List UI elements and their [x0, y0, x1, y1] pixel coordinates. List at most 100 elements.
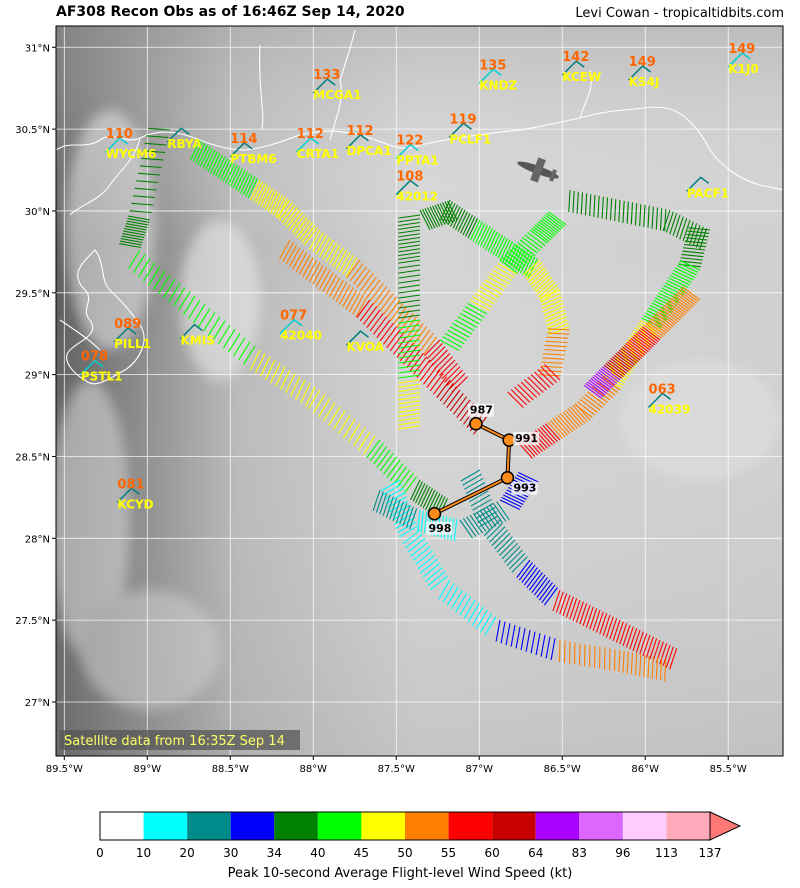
station-wind-barb: [296, 137, 320, 153]
wind-barb: [382, 483, 402, 496]
wind-barb: [398, 349, 421, 354]
wind-barb: [592, 609, 601, 632]
wind-barb: [308, 262, 321, 283]
wind-barb: [667, 301, 686, 316]
wind-barb: [398, 264, 421, 269]
station-id: KVOA: [346, 340, 384, 354]
wind-barb: [652, 316, 671, 331]
wind-barb: [671, 272, 692, 283]
wind-barb: [446, 369, 463, 386]
wind-barb: [136, 180, 159, 184]
wind-barb: [419, 333, 434, 352]
wind-barb: [452, 322, 473, 335]
colorbar-tick: 10: [135, 846, 152, 860]
wind-barb: [357, 431, 371, 451]
wind-barb: [345, 289, 358, 310]
wind-barb: [640, 328, 659, 343]
wind-barb: [363, 276, 378, 295]
wind-barb: [589, 194, 592, 217]
wind-barb: [605, 363, 624, 378]
wind-barb: [450, 206, 461, 227]
wind-barb: [502, 241, 513, 262]
wind-barb: [338, 284, 351, 305]
wind-barb: [459, 519, 473, 539]
pressure-track: 987 991 993 998: [426, 403, 540, 535]
wind-barb: [492, 503, 507, 522]
wind-barb: [639, 654, 642, 677]
x-tick-label: 88.5°W: [212, 764, 249, 775]
wind-barb: [452, 208, 463, 229]
wind-barb: [431, 349, 448, 366]
wind-barb: [517, 251, 528, 272]
wind-barb: [470, 494, 491, 507]
wind-barb: [643, 324, 662, 339]
wind-barb: [379, 453, 394, 472]
wind-barb: [642, 326, 661, 341]
colorbar-label: Peak 10-second Average Flight-level Wind…: [227, 866, 573, 881]
colorbar-tick: 60: [484, 846, 500, 860]
wind-barb: [227, 164, 238, 186]
wind-barb: [398, 329, 421, 334]
wind-barb: [398, 248, 421, 253]
wind-barb: [526, 569, 541, 588]
wind-barb: [425, 489, 436, 511]
wind-barb: [542, 302, 564, 313]
wind-barb: [589, 608, 598, 630]
wind-barb: [528, 267, 546, 283]
wind-barb: [669, 213, 678, 235]
wind-barb: [627, 341, 646, 356]
wind-barb: [614, 199, 617, 222]
wind-barb: [637, 331, 656, 346]
wind-barb: [398, 383, 421, 388]
wind-barb: [162, 278, 176, 299]
wind-barb: [608, 359, 627, 374]
wind-barb: [517, 242, 536, 257]
wind-barb: [552, 418, 568, 436]
wind-barb: [192, 303, 206, 324]
wind-barb: [544, 309, 566, 319]
wind-barb: [137, 258, 151, 278]
wind-barb: [545, 340, 568, 344]
wind-barb: [265, 189, 276, 211]
wind-barb: [463, 599, 476, 620]
wind-barb: [665, 303, 684, 318]
wind-barb: [402, 529, 421, 545]
station-wind-barb: [116, 487, 140, 503]
wind-barb: [398, 284, 421, 289]
wind-barb: [579, 398, 598, 413]
wind-barb: [398, 324, 421, 329]
wind-barb: [286, 209, 301, 228]
wind-barb: [469, 299, 490, 312]
wind-barb: [533, 274, 551, 291]
wind-barb: [525, 629, 531, 652]
wind-barb: [398, 225, 421, 230]
wind-barb: [272, 194, 283, 216]
wind-barb: [398, 396, 421, 401]
wind-barb: [237, 341, 251, 361]
wind-barb: [398, 391, 421, 397]
wind-barb: [543, 587, 558, 606]
wind-barb: [593, 194, 596, 217]
wind-barb: [620, 348, 639, 363]
wind-barb: [449, 393, 464, 412]
wind-barb: [152, 270, 166, 290]
wind-barb: [500, 621, 506, 644]
wind-barb: [669, 275, 691, 286]
wind-barb: [480, 226, 491, 247]
wind-barb: [523, 567, 538, 586]
wind-barb: [257, 184, 268, 206]
wind-barb: [288, 212, 303, 231]
wind-barb: [547, 421, 563, 439]
wind-barb: [541, 584, 556, 603]
wind-barb: [475, 609, 488, 630]
wind-barb: [469, 514, 483, 534]
wind-barb: [680, 288, 699, 303]
x-tick-label: 87°W: [465, 764, 493, 775]
wind-barb: [398, 304, 421, 309]
wind-barb: [595, 373, 614, 388]
x-tick-label: 87.5°W: [378, 764, 415, 775]
wind-barb: [628, 339, 647, 354]
map-area[interactable]: 110 WYCM6 RBYA 114 PTBM6 112 CRTA1 133 MCGA1 112 D…: [50, 26, 783, 756]
station-id: MCGA1: [313, 88, 361, 102]
wind-barb: [455, 593, 468, 613]
